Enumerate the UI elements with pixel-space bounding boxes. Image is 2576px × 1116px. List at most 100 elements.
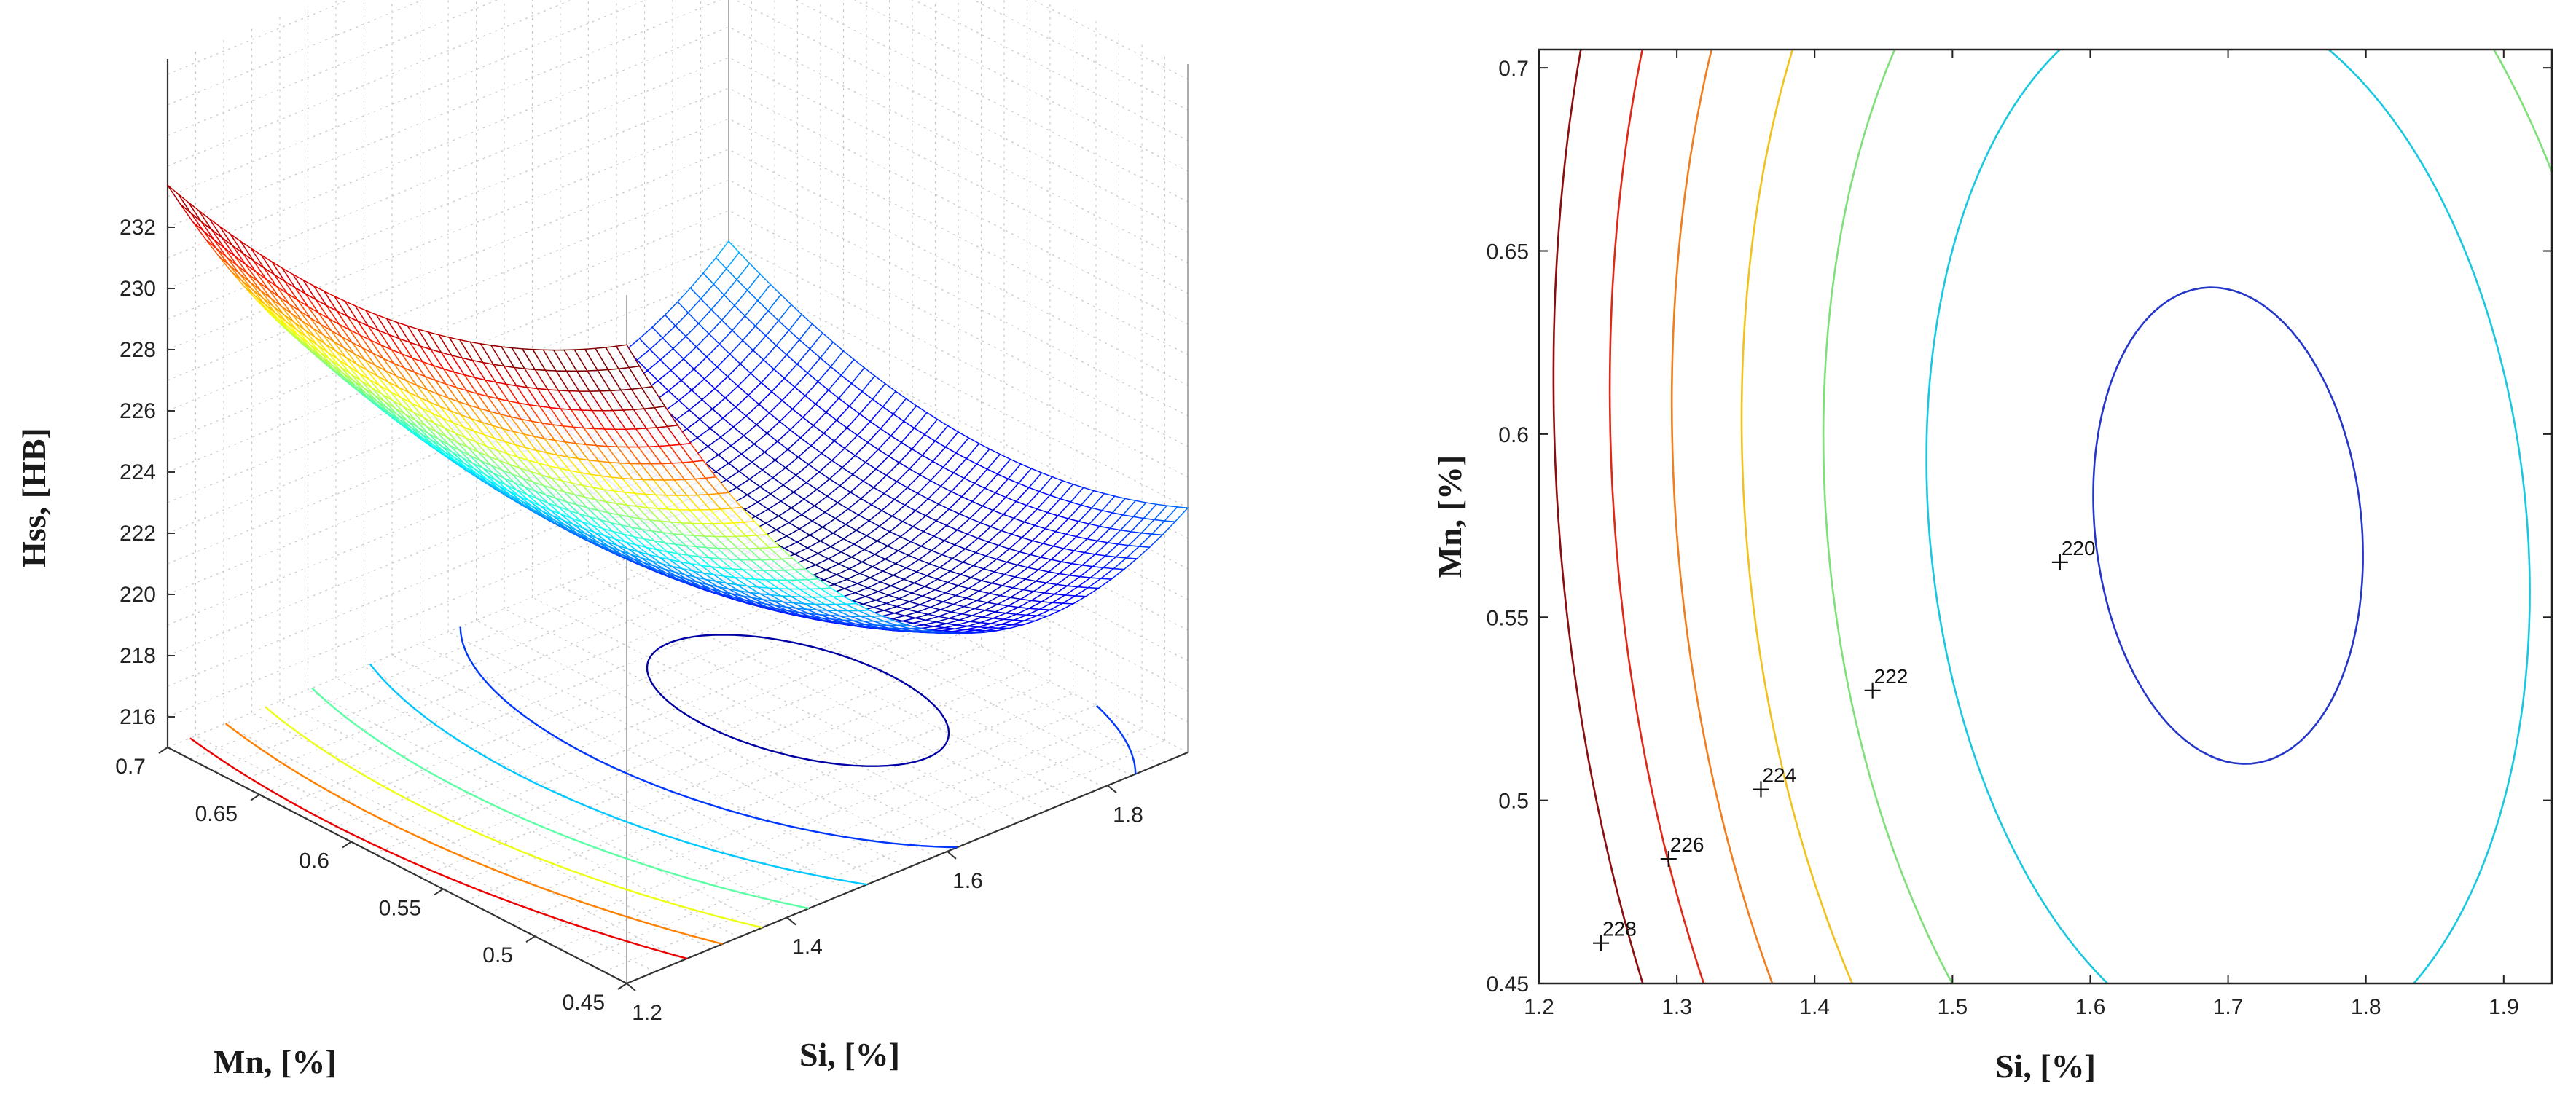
floor-grid-line bbox=[644, 551, 1104, 788]
contour-label-marker bbox=[1753, 781, 1769, 798]
floor-grid-line bbox=[534, 704, 1097, 937]
mn-tick-mark bbox=[434, 888, 444, 896]
floor-contour-228 bbox=[265, 706, 763, 929]
y-tick-label: 0.55 bbox=[1487, 606, 1529, 630]
z-tick-label: 220 bbox=[120, 583, 156, 607]
floor-grid-line bbox=[580, 728, 1143, 961]
floor-grid-line bbox=[728, 516, 1189, 753]
contour-plot-panel: 1.2 1.3 1.4 1.5 1.6 1.7 1.8 1.9 0.45 0.5 0.55 0.6 0.… bbox=[1431, 48, 2553, 1085]
contour-line-226 bbox=[1740, 50, 1854, 983]
floor-grid-line bbox=[466, 669, 1027, 902]
contour-line-224 bbox=[1822, 50, 2552, 983]
x-tick-label: 1.3 bbox=[1661, 995, 1692, 1019]
z-tick-label: 222 bbox=[120, 522, 156, 546]
contour-label-text: 224 bbox=[1762, 764, 1796, 787]
contour-line-230 bbox=[1608, 50, 1705, 983]
floor-grid-line bbox=[259, 563, 821, 795]
y-tick-label: 0.5 bbox=[1498, 790, 1529, 814]
floor-grid-line bbox=[504, 608, 964, 846]
z-tick-label: 230 bbox=[120, 277, 156, 301]
z-tick-label: 232 bbox=[120, 216, 156, 240]
floor-grid-line bbox=[396, 634, 959, 866]
z-tick-label: 218 bbox=[120, 644, 156, 668]
contour-y-axis-label: Mn, [%] bbox=[1431, 455, 1468, 578]
wall-grid-line bbox=[167, 0, 1189, 141]
floor-grid-line bbox=[364, 666, 823, 903]
mn-tick-label: 0.7 bbox=[115, 755, 146, 779]
contour-line-228 bbox=[1670, 50, 1774, 983]
z-tick-label: 226 bbox=[120, 399, 156, 423]
floor-grid-line bbox=[308, 689, 767, 927]
floor-grid-line bbox=[532, 597, 992, 834]
mn-axis-line bbox=[167, 747, 627, 984]
floor-contour-226 bbox=[311, 687, 810, 910]
contour-line-222 bbox=[1925, 50, 2531, 983]
floor-grid-line bbox=[488, 681, 1051, 913]
floor-contour-220 bbox=[646, 634, 950, 767]
si-tick-label: 1.2 bbox=[632, 1001, 662, 1025]
mn-tick-label: 0.6 bbox=[299, 849, 329, 873]
x-tick-label: 1.8 bbox=[2351, 995, 2381, 1019]
mn-tick-label: 0.45 bbox=[563, 991, 605, 1015]
x-tick-label: 1.6 bbox=[2075, 995, 2106, 1019]
floor-grid-line bbox=[279, 701, 740, 938]
floor-contour-230 bbox=[224, 723, 723, 946]
wall-grid-line bbox=[167, 0, 1189, 233]
surface-mn-axis-label: Mn, [%] bbox=[214, 1043, 337, 1080]
si-tick-mark bbox=[626, 983, 636, 991]
contour-line-220 bbox=[2092, 286, 2364, 765]
contour-ticks: 1.2 1.3 1.4 1.5 1.6 1.7 1.8 1.9 0.45 0.5 0.55 0.6 0.… bbox=[1487, 50, 2552, 1019]
si-tick-label: 1.6 bbox=[952, 869, 983, 893]
contour-label-marker bbox=[1864, 682, 1881, 699]
si-axis-line bbox=[626, 751, 1189, 985]
z-tick-label: 228 bbox=[120, 338, 156, 362]
floor-grid-line bbox=[374, 622, 936, 854]
floor-grid-line bbox=[476, 620, 936, 857]
floor-grid-line bbox=[603, 740, 1165, 972]
floor-grid-line bbox=[282, 575, 844, 807]
contour-level-labels: 220 222 224 226 228 bbox=[1593, 537, 2096, 951]
contour-label-text: 222 bbox=[1874, 665, 1908, 688]
x-tick-label: 1.2 bbox=[1524, 995, 1554, 1019]
si-tick-mark bbox=[947, 851, 957, 860]
y-tick-label: 0.6 bbox=[1498, 423, 1529, 447]
floor-grid-line bbox=[442, 657, 1005, 889]
mn-tick-label: 0.5 bbox=[482, 943, 513, 967]
contour-label-text: 228 bbox=[1602, 918, 1637, 940]
mn-tick-label: 0.65 bbox=[195, 802, 238, 826]
si-tick-mark bbox=[1107, 785, 1117, 794]
si-tick-label: 1.8 bbox=[1113, 803, 1143, 827]
contour-label-marker bbox=[1593, 935, 1610, 951]
surface-mesh bbox=[167, 184, 1189, 634]
floor-grid-line bbox=[560, 585, 1020, 822]
contour-x-axis-label: Si, [%] bbox=[1995, 1048, 2096, 1085]
floor-grid-line bbox=[512, 693, 1073, 925]
si-tick-mark bbox=[786, 916, 796, 926]
contour-label-text: 226 bbox=[1670, 833, 1704, 856]
x-tick-label: 1.7 bbox=[2213, 995, 2244, 1019]
wall-grid-line bbox=[167, 0, 1189, 80]
y-tick-label: 0.65 bbox=[1487, 240, 1529, 264]
contour-label-marker bbox=[2051, 554, 2068, 570]
mn-tick-mark bbox=[525, 935, 536, 943]
floor-contour-224 bbox=[369, 663, 867, 886]
y-tick-label: 0.7 bbox=[1498, 57, 1529, 81]
floor-grid-line bbox=[195, 735, 655, 972]
contour-lines bbox=[1552, 50, 2552, 983]
mn-tick-label: 0.55 bbox=[379, 896, 421, 920]
surface-si-axis-label: Si, [%] bbox=[799, 1036, 900, 1073]
wall-grid-line bbox=[167, 0, 1189, 172]
si-tick-label: 1.4 bbox=[792, 935, 823, 959]
floor-contour-232 bbox=[189, 737, 688, 960]
surface-ticks: 1.2 1.4 1.6 1.8 0.45 0.5 0.55 0.6 0.65 0.7 216 218 2… bbox=[115, 216, 1143, 1025]
x-tick-label: 1.5 bbox=[1937, 995, 1968, 1019]
floor-grid-line bbox=[251, 712, 711, 949]
y-tick-label: 0.45 bbox=[1487, 972, 1529, 997]
floor-grid-line bbox=[588, 573, 1048, 811]
floor-grid-line bbox=[672, 539, 1132, 777]
z-tick-label: 224 bbox=[120, 460, 156, 484]
mn-tick-mark bbox=[250, 793, 260, 801]
wall-grid-line bbox=[167, 0, 1189, 203]
x-tick-label: 1.9 bbox=[2489, 995, 2519, 1019]
